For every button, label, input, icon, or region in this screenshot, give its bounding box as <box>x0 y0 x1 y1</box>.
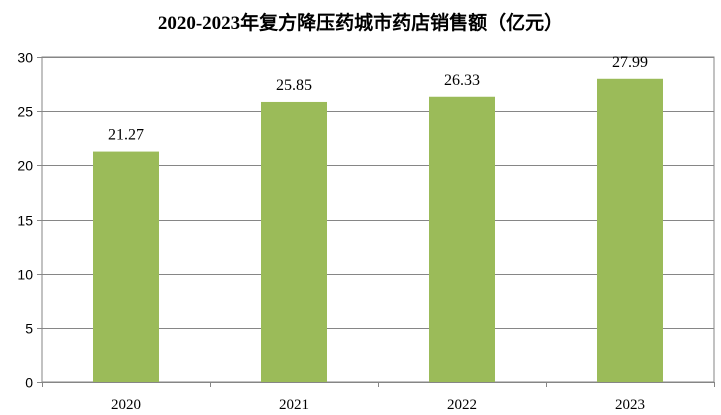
bar-2023 <box>597 78 663 383</box>
x-tick-label: 2021 <box>279 397 309 413</box>
y-tick-label: 10 <box>17 267 33 283</box>
x-tick-label: 2023 <box>615 397 645 413</box>
bar-2020 <box>93 151 159 382</box>
y-tick-label: 0 <box>25 375 33 391</box>
data-label: 21.27 <box>108 127 144 144</box>
data-label: 25.85 <box>276 77 312 94</box>
chart-title: 2020-2023年复方降压药城市药店销售额（亿元） <box>157 13 564 34</box>
bar-2021 <box>261 101 327 382</box>
y-tick-label: 15 <box>17 213 33 229</box>
data-label: 26.33 <box>444 72 480 89</box>
y-tick-label: 25 <box>17 104 33 120</box>
y-tick-label: 5 <box>25 321 33 337</box>
data-label: 27.99 <box>612 54 648 71</box>
x-tick-label: 2022 <box>447 397 477 413</box>
y-tick-label: 30 <box>17 50 33 66</box>
bar-2022 <box>429 96 495 382</box>
x-tick-label: 2020 <box>111 397 141 413</box>
y-tick-label: 20 <box>17 158 33 174</box>
